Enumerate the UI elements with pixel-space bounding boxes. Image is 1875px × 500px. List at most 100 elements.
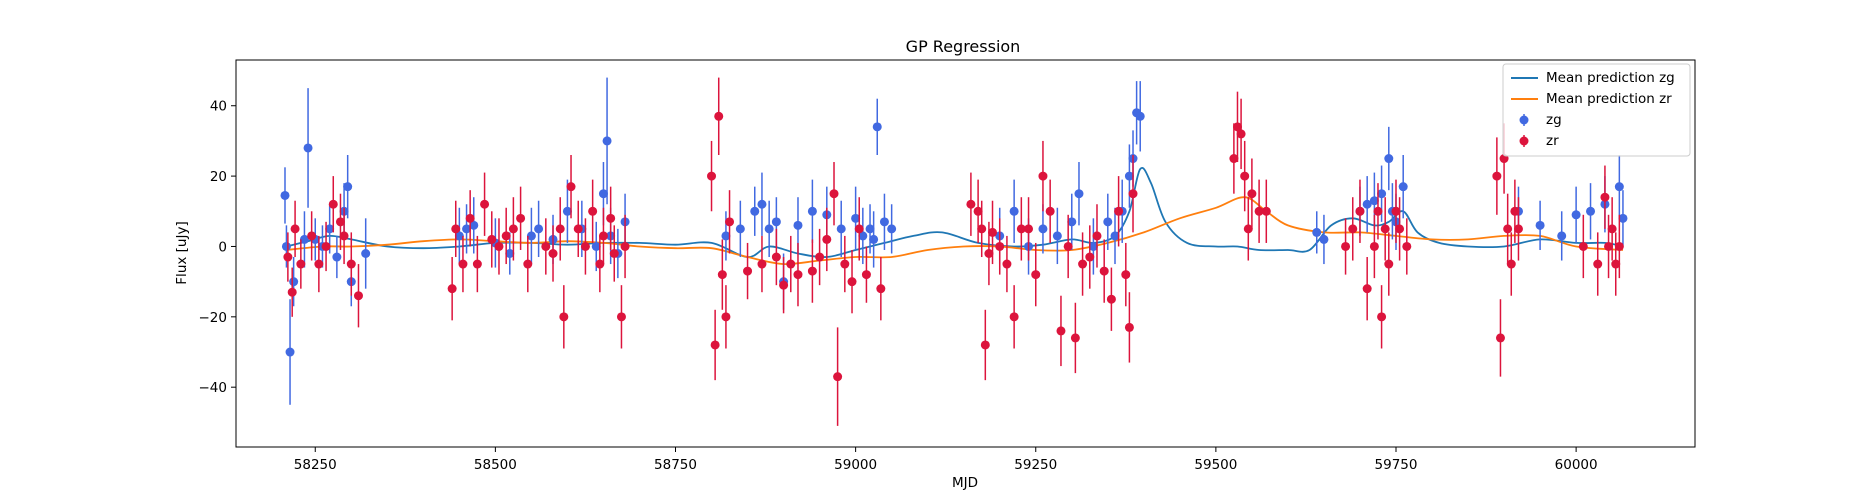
point-zr	[980, 309, 990, 381]
point-zr	[1607, 197, 1617, 261]
point-zr	[328, 176, 338, 233]
point-zr	[1355, 179, 1365, 243]
point-zg	[526, 207, 536, 265]
point-zr	[465, 190, 475, 247]
x-tick-label: 58250	[294, 457, 337, 473]
point-zr	[523, 235, 533, 293]
point-zr	[822, 207, 832, 272]
point-zg	[289, 257, 299, 307]
point-zg	[1557, 211, 1567, 261]
point-zr	[555, 197, 565, 261]
legend-label-zr-points: zr	[1546, 133, 1559, 149]
point-zr	[1056, 295, 1066, 367]
point-zg	[1124, 144, 1134, 208]
y-tick-label: −40	[199, 380, 228, 396]
point-zg	[343, 154, 353, 219]
point-zr	[1070, 302, 1080, 374]
point-zg	[1038, 204, 1048, 254]
point-zr	[1092, 204, 1102, 268]
y-tick-label: −20	[199, 310, 228, 326]
point-zr	[1229, 123, 1239, 194]
point-zg	[750, 186, 760, 236]
point-zr	[290, 200, 300, 258]
point-zr	[1121, 242, 1131, 307]
point-zr	[494, 218, 504, 275]
point-zg	[1614, 154, 1624, 219]
point-zr	[1240, 140, 1250, 212]
lines-layer	[286, 167, 1624, 266]
point-zr	[1024, 197, 1034, 261]
point-zr	[458, 235, 468, 293]
point-zg	[1535, 200, 1545, 250]
point-zr	[1016, 197, 1026, 261]
point-zr	[451, 200, 461, 258]
point-zr	[861, 246, 871, 303]
point-zr	[1402, 218, 1412, 275]
point-zr	[1611, 232, 1621, 296]
point-zg	[280, 167, 290, 224]
x-tick-label: 59250	[1014, 457, 1057, 473]
point-zr	[314, 235, 324, 293]
point-zr	[1114, 176, 1124, 247]
point-zr	[559, 285, 569, 349]
point-zr	[717, 239, 727, 310]
point-zg	[1088, 218, 1098, 275]
plot-frame	[235, 59, 1696, 448]
point-zr	[487, 211, 497, 268]
legend-swatch-zr-points	[1519, 135, 1529, 147]
point-zr	[1038, 140, 1048, 212]
point-zr	[771, 228, 781, 286]
point-zr	[609, 225, 619, 282]
x-tick-label: 60000	[1555, 457, 1598, 473]
point-zg	[1319, 214, 1329, 265]
point-zr	[1063, 214, 1073, 279]
legend-box	[1502, 63, 1691, 157]
point-zr	[516, 186, 526, 250]
point-zg	[505, 232, 515, 275]
points-layer	[280, 77, 1628, 426]
point-zg	[1571, 186, 1581, 243]
point-zr	[1045, 179, 1055, 243]
point-zr	[1377, 285, 1387, 349]
point-zg	[602, 77, 612, 205]
x-tick-label: 58500	[474, 457, 517, 473]
point-zr	[710, 309, 720, 381]
point-zg	[1009, 179, 1019, 243]
point-zg	[1135, 81, 1145, 152]
point-zr	[1384, 232, 1394, 296]
x-tick-label: 59500	[1194, 457, 1237, 473]
point-zr	[1085, 225, 1095, 289]
point-zg	[361, 218, 371, 289]
point-zr	[786, 235, 796, 293]
point-zg	[872, 98, 882, 155]
point-zr	[1600, 165, 1610, 229]
point-zr	[1373, 183, 1383, 240]
point-zr	[296, 239, 306, 289]
point-zr	[1510, 179, 1520, 243]
point-zg	[1110, 207, 1120, 265]
point-zr	[353, 264, 363, 328]
point-zr	[1503, 193, 1513, 265]
point-zr	[847, 249, 857, 314]
point-zg	[469, 197, 479, 254]
legend: Mean prediction zg Mean prediction zr zg…	[1502, 63, 1691, 157]
point-zr	[307, 211, 317, 261]
y-axis: −40 −20 0 20 40	[199, 99, 236, 396]
point-zr	[1341, 218, 1351, 275]
point-zg	[1312, 211, 1322, 254]
point-zg	[757, 172, 767, 236]
point-zg	[462, 204, 472, 254]
point-zr	[1009, 285, 1019, 349]
point-zg	[851, 186, 861, 250]
point-zg	[454, 207, 464, 265]
point-zr	[595, 235, 605, 293]
mean-line-zg	[286, 167, 1624, 258]
point-zr	[1236, 98, 1246, 170]
point-zg	[735, 200, 745, 258]
point-zg	[807, 179, 817, 243]
point-zr	[1380, 197, 1390, 261]
point-zg	[764, 200, 774, 258]
point-zr	[829, 162, 839, 226]
point-zr	[973, 179, 983, 243]
